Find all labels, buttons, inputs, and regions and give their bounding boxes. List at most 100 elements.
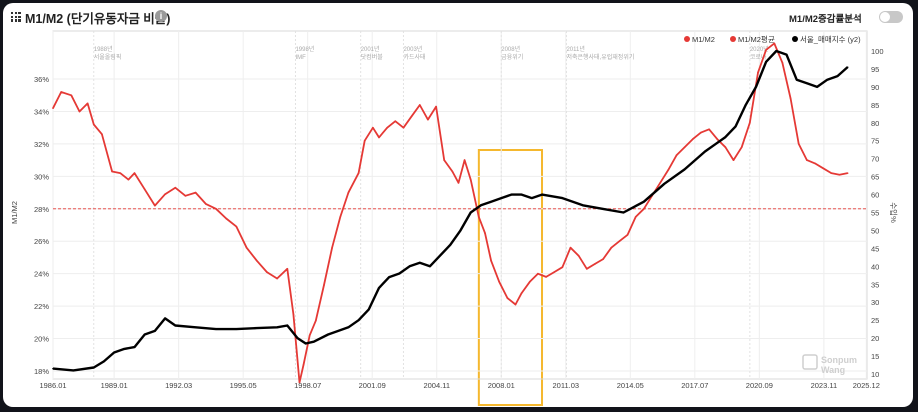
seoul-index-point — [398, 272, 401, 275]
m1m2-point — [659, 182, 661, 184]
m1m2-point — [561, 266, 564, 268]
event-year: 2003년 — [403, 45, 422, 53]
m1m2-point — [490, 259, 492, 262]
seoul-index-point — [846, 66, 849, 68]
y2-tick-label: 20 — [871, 334, 879, 343]
y2-tick-label: 45 — [871, 244, 879, 253]
seoul-index-point — [816, 86, 818, 88]
analysis-toggle[interactable] — [879, 11, 903, 23]
m1m2-point — [602, 258, 604, 260]
m1m2-point — [78, 110, 81, 113]
m1m2-point — [675, 154, 678, 157]
seoul-index-point — [418, 261, 421, 264]
event-year: 1988년 — [94, 45, 113, 53]
seoul-index-point — [92, 366, 95, 369]
m1m2-point — [618, 240, 621, 243]
seoul-index-point — [765, 60, 767, 63]
info-icon[interactable]: i — [155, 10, 167, 22]
y-tick-label: 28% — [34, 205, 49, 214]
seoul-index-point — [449, 243, 452, 246]
event-label: 닷컴버블 — [361, 53, 384, 61]
seoul-index-point — [103, 360, 105, 363]
m1m2-point — [553, 271, 556, 273]
seoul-index-point — [143, 333, 146, 336]
seoul-index-point — [439, 254, 441, 257]
seoul-index-point — [795, 78, 798, 81]
m1m2-point — [708, 128, 710, 131]
m1m2-point — [266, 271, 268, 273]
m1m2-point — [569, 246, 572, 249]
m1m2-point — [235, 225, 238, 228]
seoul-index-point — [408, 265, 411, 268]
m1m2-point — [626, 233, 629, 236]
m1m2-point — [215, 208, 217, 210]
y2-tick-label: 10 — [871, 370, 879, 379]
seoul-index-point — [561, 197, 564, 199]
seoul-index-point — [194, 326, 197, 329]
m1m2-point — [577, 255, 580, 257]
y2-tick-label: 100 — [871, 47, 884, 56]
seoul-index-point — [551, 195, 553, 198]
m1m2-point — [683, 146, 686, 148]
m1m2-point — [164, 193, 166, 196]
m1m2-point — [830, 172, 833, 174]
seoul-index-point — [714, 143, 717, 146]
event-label: IMF — [295, 55, 306, 61]
m1m2-point — [92, 123, 95, 126]
watermark-logo-icon — [802, 354, 818, 370]
m1m2-point — [86, 102, 89, 105]
y-axis-title: M1/M2 — [10, 201, 19, 224]
y2-tick-label: 55 — [871, 208, 879, 217]
m1m2-point — [528, 280, 531, 283]
m1m2-point — [484, 232, 486, 234]
grid-menu-icon[interactable] — [11, 12, 21, 22]
y-tick-label: 36% — [34, 75, 49, 84]
y-tick-label: 34% — [34, 107, 49, 116]
seoul-index-point — [836, 75, 839, 77]
seoul-index-point — [313, 340, 315, 343]
y-tick-label: 22% — [34, 302, 49, 311]
seoul-index-point — [215, 328, 217, 330]
x-tick-label: 2008.01 — [488, 381, 515, 390]
seoul-index-point — [683, 168, 686, 171]
seoul-index-point — [531, 197, 533, 199]
y-tick-label: 26% — [34, 237, 49, 246]
y-tick-label: 20% — [34, 335, 49, 344]
event-year: 2001년 — [361, 45, 380, 53]
y-tick-label: 24% — [34, 270, 49, 279]
m1m2-point — [506, 297, 509, 299]
event-year: 2011년 — [566, 45, 584, 53]
seoul-index-point — [123, 348, 126, 350]
seoul-index-point — [459, 229, 462, 232]
m1m2-point — [520, 292, 523, 294]
y2-tick-label: 60 — [871, 191, 879, 200]
seoul-index-point — [744, 104, 747, 106]
event-year: 2020년 — [750, 45, 769, 53]
seoul-index-point — [704, 150, 706, 153]
seoul-index-line — [52, 49, 849, 372]
y-tick-label: 18% — [34, 367, 49, 376]
m1m2-point — [457, 182, 460, 184]
m1m2-point — [315, 319, 317, 322]
seoul-index-point — [286, 324, 289, 327]
highlight-box — [477, 149, 544, 406]
m1m2-point — [255, 259, 258, 262]
m1m2-point — [378, 136, 380, 139]
m1m2-point — [610, 246, 613, 249]
seoul-index-point — [304, 342, 307, 345]
m1m2-point — [127, 178, 130, 181]
seoul-index-point — [510, 193, 513, 196]
m1m2-point — [298, 381, 301, 384]
seoul-index-point — [541, 193, 543, 196]
m1m2-point — [586, 268, 588, 270]
x-tick-label: 2025.12 — [853, 381, 880, 390]
x-tick-label: 2014.05 — [617, 381, 644, 390]
legend-label: M1/M2평균 — [738, 34, 775, 44]
seoul-index-point — [378, 287, 380, 289]
m1m2-point — [331, 246, 333, 249]
chart-card: M1/M2 (단기유동자금 비율) i M1/M2증감률분석 1988년 서울올림… — [3, 3, 913, 407]
event-label: 코로나 — [750, 53, 767, 61]
m1m2-point — [463, 159, 466, 161]
legend-label: 서울_매매지수 (y2) — [800, 35, 861, 44]
